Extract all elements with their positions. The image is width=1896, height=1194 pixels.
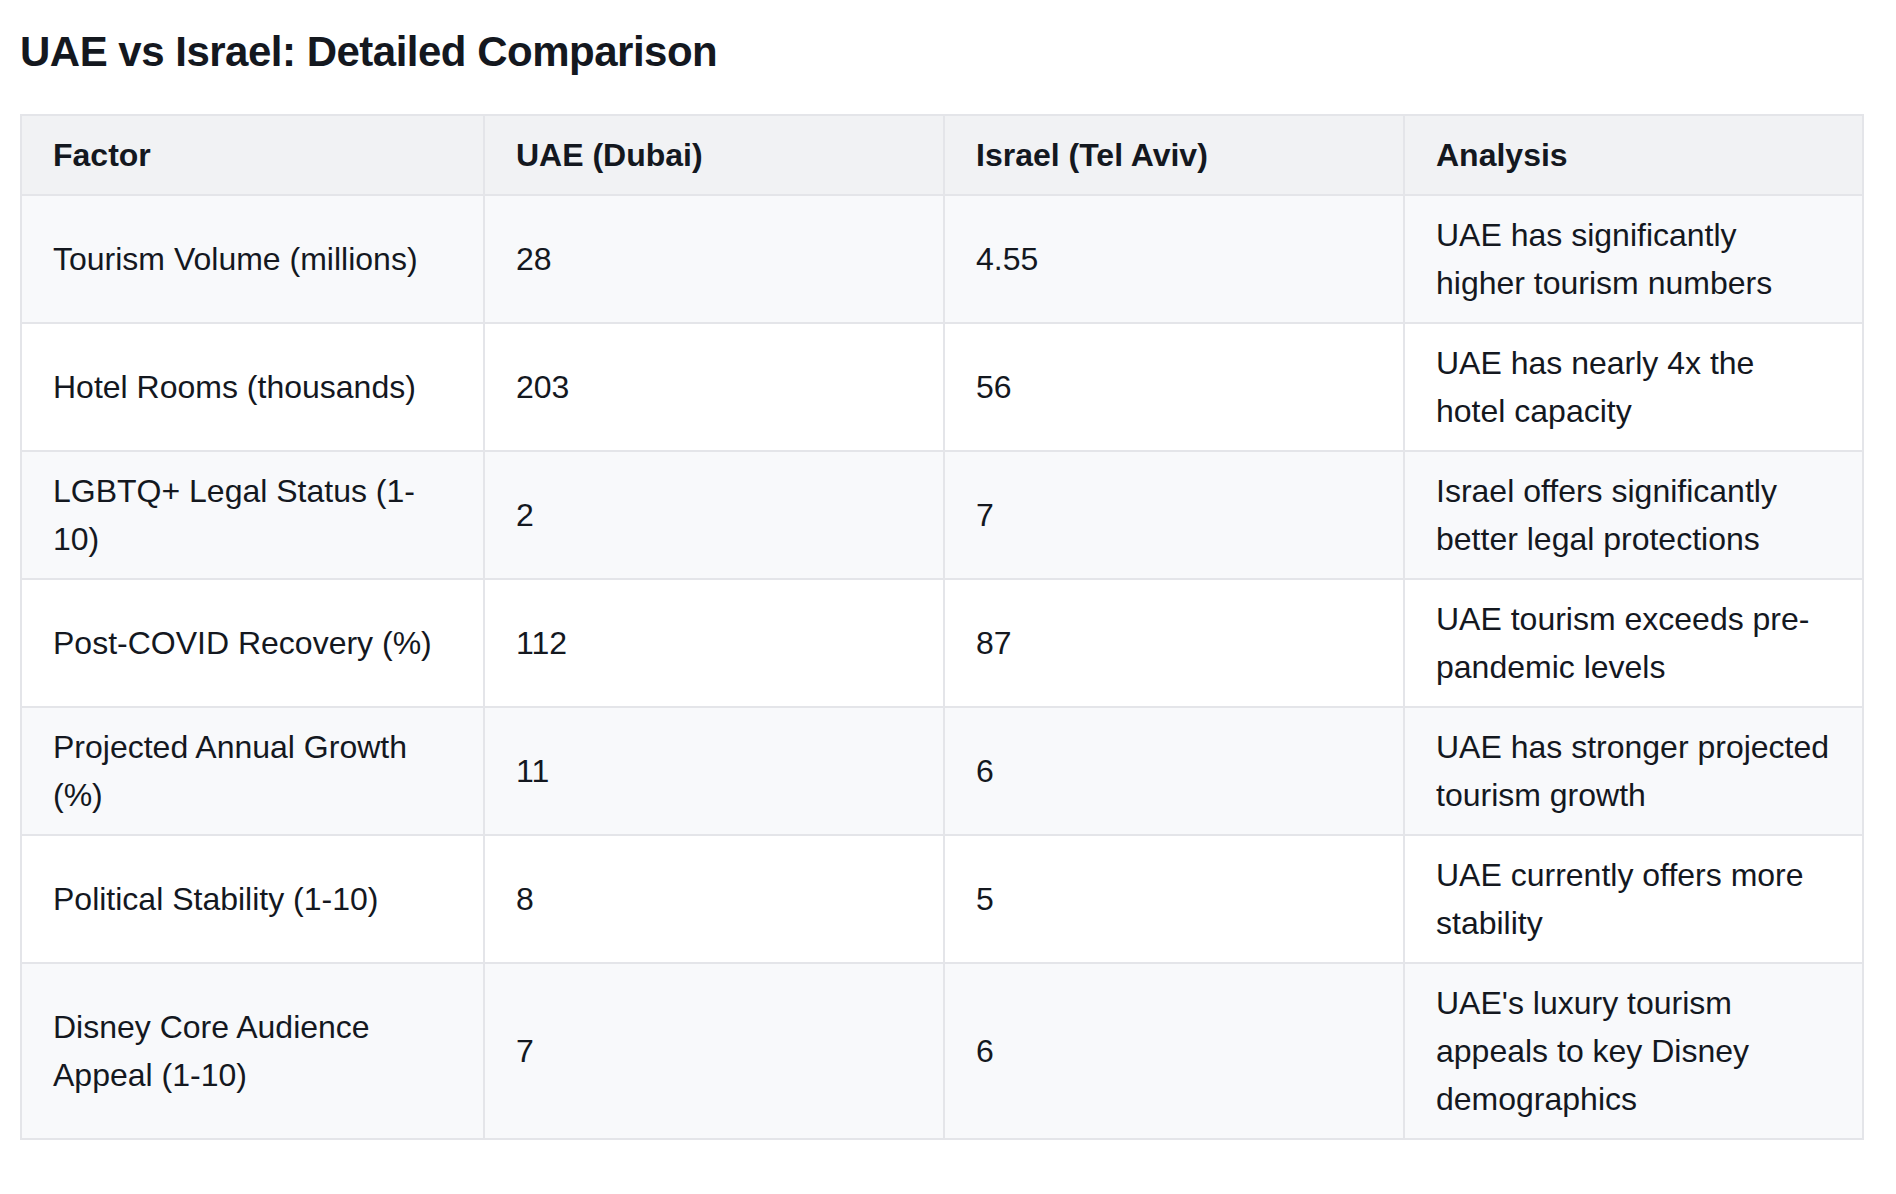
uae-value-cell: 28	[484, 195, 944, 323]
israel-value-cell: 87	[944, 579, 1404, 707]
israel-value-cell: 5	[944, 835, 1404, 963]
comparison-table: Factor UAE (Dubai) Israel (Tel Aviv) Ana…	[20, 114, 1864, 1140]
factor-cell: LGBTQ+ Legal Status (1-10)	[21, 451, 484, 579]
uae-value-cell: 112	[484, 579, 944, 707]
table-row: Hotel Rooms (thousands)20356UAE has near…	[21, 323, 1863, 451]
factor-cell: Tourism Volume (millions)	[21, 195, 484, 323]
table-row: Political Stability (1-10)85UAE currentl…	[21, 835, 1863, 963]
analysis-cell: UAE currently offers more stability	[1404, 835, 1863, 963]
page-title: UAE vs Israel: Detailed Comparison	[20, 26, 1896, 79]
analysis-cell: UAE has significantly higher tourism num…	[1404, 195, 1863, 323]
uae-value-cell: 8	[484, 835, 944, 963]
table-header: Factor UAE (Dubai) Israel (Tel Aviv) Ana…	[21, 115, 1863, 195]
factor-cell: Political Stability (1-10)	[21, 835, 484, 963]
header-row: Factor UAE (Dubai) Israel (Tel Aviv) Ana…	[21, 115, 1863, 195]
uae-value-cell: 11	[484, 707, 944, 835]
table-row: LGBTQ+ Legal Status (1-10)27Israel offer…	[21, 451, 1863, 579]
factor-cell: Post-COVID Recovery (%)	[21, 579, 484, 707]
israel-value-cell: 6	[944, 963, 1404, 1139]
column-header-uae: UAE (Dubai)	[484, 115, 944, 195]
factor-cell: Projected Annual Growth (%)	[21, 707, 484, 835]
analysis-cell: UAE has nearly 4x the hotel capacity	[1404, 323, 1863, 451]
document-page: UAE vs Israel: Detailed Comparison Facto…	[0, 26, 1896, 1194]
table-row: Projected Annual Growth (%)116UAE has st…	[21, 707, 1863, 835]
israel-value-cell: 56	[944, 323, 1404, 451]
israel-value-cell: 7	[944, 451, 1404, 579]
table-row: Disney Core Audience Appeal (1-10)76UAE'…	[21, 963, 1863, 1139]
analysis-cell: UAE tourism exceeds pre-pandemic levels	[1404, 579, 1863, 707]
uae-value-cell: 7	[484, 963, 944, 1139]
analysis-cell: Israel offers significantly better legal…	[1404, 451, 1863, 579]
analysis-cell: UAE has stronger projected tourism growt…	[1404, 707, 1863, 835]
israel-value-cell: 4.55	[944, 195, 1404, 323]
column-header-analysis: Analysis	[1404, 115, 1863, 195]
table-row: Post-COVID Recovery (%)11287UAE tourism …	[21, 579, 1863, 707]
column-header-factor: Factor	[21, 115, 484, 195]
israel-value-cell: 6	[944, 707, 1404, 835]
column-header-israel: Israel (Tel Aviv)	[944, 115, 1404, 195]
table-row: Tourism Volume (millions)284.55UAE has s…	[21, 195, 1863, 323]
factor-cell: Hotel Rooms (thousands)	[21, 323, 484, 451]
table-body: Tourism Volume (millions)284.55UAE has s…	[21, 195, 1863, 1139]
uae-value-cell: 203	[484, 323, 944, 451]
factor-cell: Disney Core Audience Appeal (1-10)	[21, 963, 484, 1139]
uae-value-cell: 2	[484, 451, 944, 579]
analysis-cell: UAE's luxury tourism appeals to key Disn…	[1404, 963, 1863, 1139]
